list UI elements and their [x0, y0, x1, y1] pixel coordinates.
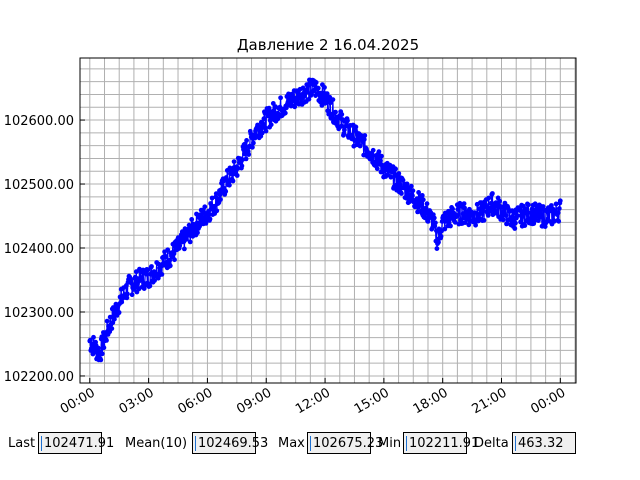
grid-lines — [80, 58, 576, 383]
stat-max-field[interactable]: 102675.23 — [307, 432, 383, 454]
data-points — [87, 77, 563, 363]
stat-min-value: 102211.91 — [409, 436, 480, 451]
x-tick-label: 12:00 — [293, 385, 333, 417]
x-tick-label: 00:00 — [528, 385, 568, 417]
text-caret — [41, 436, 42, 451]
stat-min-label: Min — [378, 436, 402, 451]
x-tick-label: 09:00 — [234, 385, 274, 417]
stat-last-field[interactable]: 102471.91 — [38, 432, 114, 454]
x-tick-label: 00:00 — [58, 385, 98, 417]
stat-last-value: 102471.91 — [44, 436, 115, 451]
y-tick-label: 102400.00 — [4, 242, 74, 257]
text-caret — [310, 436, 311, 451]
stat-mean-field[interactable]: 102469.53 — [192, 432, 268, 454]
chart-title: Давление 2 16.04.2025 — [237, 36, 419, 54]
x-tick-label: 21:00 — [470, 385, 510, 417]
stat-mean-value: 102469.53 — [198, 436, 269, 451]
pressure-chart: Давление 2 16.04.2025 102200.00 102300.00… — [4, 36, 577, 417]
x-tick-label: 06:00 — [175, 385, 215, 417]
stat-delta-label: Delta — [474, 436, 509, 451]
series-line — [89, 79, 561, 361]
stat-min-field[interactable]: 102211.91 — [403, 432, 479, 454]
plot-frame — [79, 57, 577, 384]
y-tick-label: 102600.00 — [4, 114, 74, 129]
text-caret — [406, 436, 407, 451]
stat-max-label: Max — [278, 436, 305, 451]
axis-ticks: 102200.00 102300.00 102400.00 102500.00 1026… — [4, 114, 569, 417]
stat-mean-label: Mean(10) — [125, 436, 188, 451]
stat-delta-value: 463.32 — [518, 436, 564, 451]
y-tick-label: 102500.00 — [4, 178, 74, 193]
y-tick-label: 102200.00 — [4, 370, 74, 385]
text-caret — [515, 436, 516, 451]
stat-max-value: 102675.23 — [313, 436, 384, 451]
x-tick-label: 15:00 — [352, 385, 392, 417]
x-tick-label: 18:00 — [411, 385, 451, 417]
text-caret — [195, 436, 196, 451]
x-tick-label: 03:00 — [117, 385, 157, 417]
y-tick-label: 102300.00 — [4, 306, 74, 321]
stat-delta-field[interactable]: 463.32 — [512, 432, 576, 454]
stat-last-label: Last — [8, 436, 36, 451]
